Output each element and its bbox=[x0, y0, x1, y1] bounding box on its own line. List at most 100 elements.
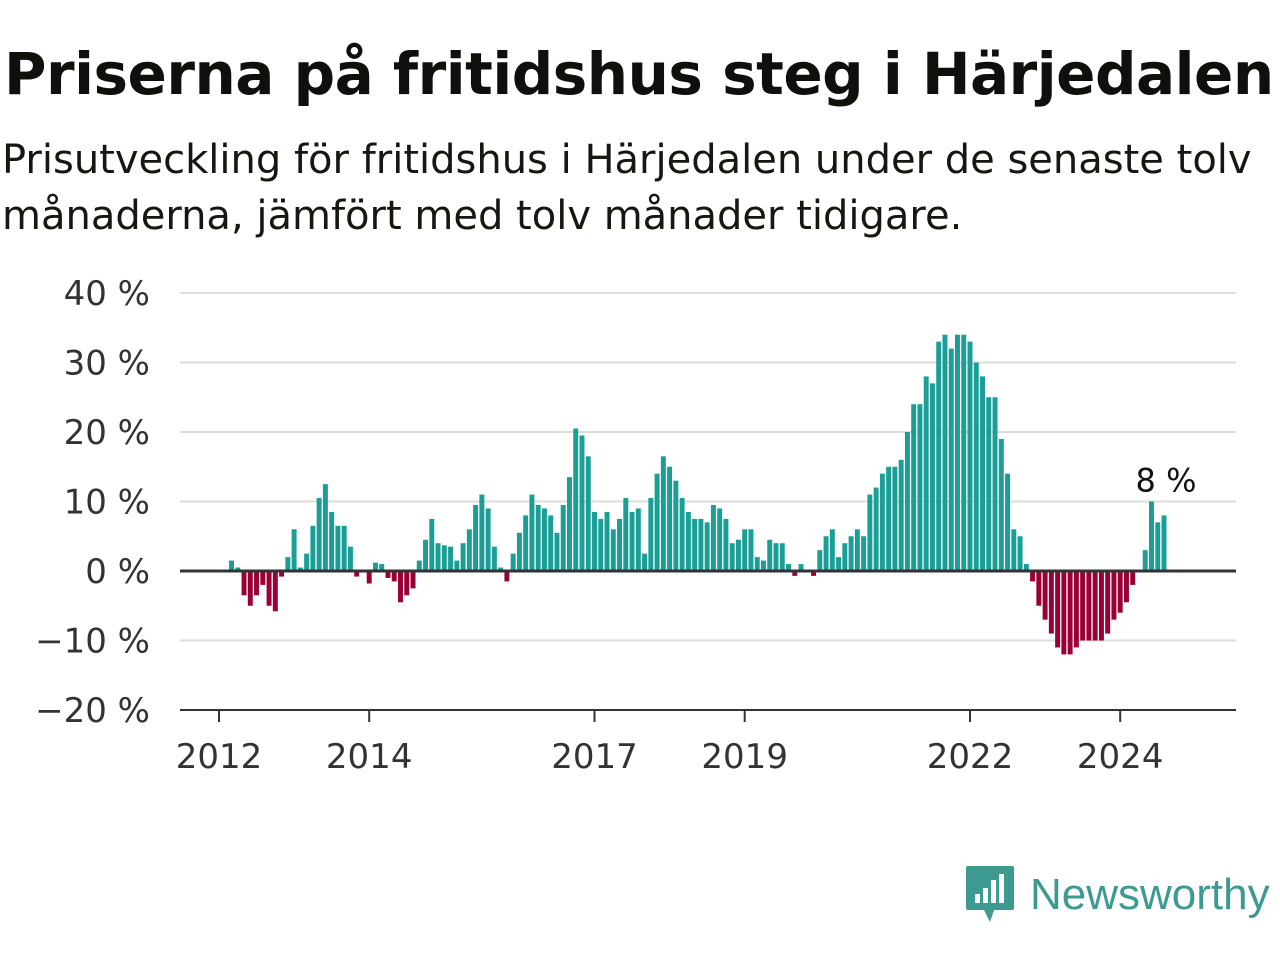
bar bbox=[416, 560, 422, 571]
bar bbox=[554, 532, 560, 571]
bar bbox=[379, 564, 385, 571]
bar bbox=[735, 539, 741, 571]
bar bbox=[535, 504, 541, 571]
bar bbox=[335, 525, 341, 571]
bar bbox=[366, 571, 372, 584]
x-tick-label: 2024 bbox=[1077, 737, 1164, 777]
bar bbox=[779, 543, 785, 571]
bar bbox=[685, 511, 691, 571]
bar bbox=[429, 518, 435, 572]
bar bbox=[354, 571, 360, 577]
x-tick-label: 2022 bbox=[927, 737, 1014, 777]
bar bbox=[304, 553, 310, 572]
bar bbox=[623, 498, 629, 571]
bar bbox=[629, 511, 635, 571]
bar bbox=[1042, 571, 1048, 620]
bar bbox=[698, 518, 704, 572]
bar bbox=[829, 529, 835, 571]
bar bbox=[704, 522, 710, 571]
bar bbox=[566, 477, 572, 571]
brand-name: Newsworthy bbox=[1030, 870, 1270, 919]
x-tick-label: 2014 bbox=[326, 737, 413, 777]
bar bbox=[579, 435, 585, 571]
bar bbox=[510, 553, 516, 572]
y-tick-label: −20 % bbox=[35, 691, 150, 731]
bar bbox=[1149, 501, 1154, 571]
bar bbox=[322, 484, 328, 572]
bar bbox=[748, 529, 754, 571]
bar bbox=[410, 571, 416, 589]
bar bbox=[967, 341, 973, 571]
chart-subtitle: Prisutveckling för fritidshus i Härjedal… bbox=[2, 137, 1252, 239]
bar bbox=[391, 571, 397, 582]
bar bbox=[1123, 571, 1129, 603]
x-tick-label: 2012 bbox=[176, 737, 263, 777]
bar bbox=[929, 383, 935, 571]
latest-value-label: 8 % bbox=[1136, 462, 1197, 500]
bar bbox=[710, 504, 716, 571]
bar bbox=[1092, 571, 1098, 641]
chart-title: Priserna på fritidshus steg i Härjedalen bbox=[4, 40, 1274, 108]
bar bbox=[404, 571, 410, 596]
bar bbox=[491, 546, 497, 571]
bar bbox=[842, 543, 848, 571]
bar bbox=[1155, 522, 1161, 571]
bar bbox=[441, 545, 447, 571]
bar bbox=[923, 376, 929, 571]
bar bbox=[811, 571, 817, 576]
bar bbox=[479, 494, 485, 571]
bar bbox=[1005, 473, 1011, 571]
bar bbox=[1117, 571, 1123, 613]
bar bbox=[961, 334, 967, 571]
bar bbox=[1023, 564, 1029, 571]
bar bbox=[1080, 571, 1086, 641]
bar bbox=[1030, 571, 1036, 582]
bar bbox=[854, 529, 860, 571]
y-axis-tick-labels: 40 % 30 % 20 % 10 % 0 % −10 % −20 % bbox=[35, 274, 150, 731]
bar bbox=[942, 334, 948, 571]
bar bbox=[448, 546, 454, 571]
bar bbox=[873, 487, 879, 571]
bar bbox=[673, 480, 679, 571]
axes bbox=[180, 569, 1236, 722]
bar bbox=[911, 404, 917, 571]
bar bbox=[642, 553, 648, 572]
bar bbox=[385, 571, 391, 578]
bar bbox=[1048, 571, 1054, 634]
bar bbox=[1161, 515, 1167, 571]
bar bbox=[817, 550, 823, 571]
bar bbox=[1142, 550, 1148, 571]
bar bbox=[798, 564, 804, 571]
bar bbox=[886, 466, 892, 571]
bar bbox=[310, 525, 316, 571]
bar bbox=[904, 432, 910, 571]
y-tick-label: 30 % bbox=[64, 344, 150, 384]
bar bbox=[754, 557, 760, 571]
bar bbox=[648, 498, 654, 571]
bar bbox=[454, 560, 460, 571]
bar bbox=[266, 571, 272, 606]
bar bbox=[992, 397, 998, 571]
bar bbox=[980, 376, 985, 571]
bar bbox=[786, 564, 791, 571]
y-tick-label: 0 % bbox=[85, 552, 150, 592]
bar bbox=[241, 571, 247, 596]
x-tick-label: 2019 bbox=[701, 737, 788, 777]
y-tick-label: 20 % bbox=[64, 413, 150, 453]
bar bbox=[473, 504, 479, 571]
bar bbox=[635, 508, 641, 571]
y-tick-label: −10 % bbox=[35, 622, 150, 662]
x-axis-tick-labels: 2012 2014 2017 2019 2022 2024 bbox=[176, 737, 1164, 777]
bar bbox=[1130, 571, 1136, 585]
bar bbox=[347, 546, 353, 571]
bar bbox=[398, 571, 403, 603]
bar bbox=[285, 557, 291, 571]
bar bbox=[848, 536, 854, 571]
bar bbox=[235, 567, 241, 571]
bar bbox=[1098, 571, 1104, 641]
bar bbox=[341, 525, 347, 571]
bar bbox=[692, 518, 698, 572]
bar bbox=[660, 456, 666, 571]
bar bbox=[867, 494, 873, 571]
y-tick-label: 10 % bbox=[64, 483, 150, 523]
